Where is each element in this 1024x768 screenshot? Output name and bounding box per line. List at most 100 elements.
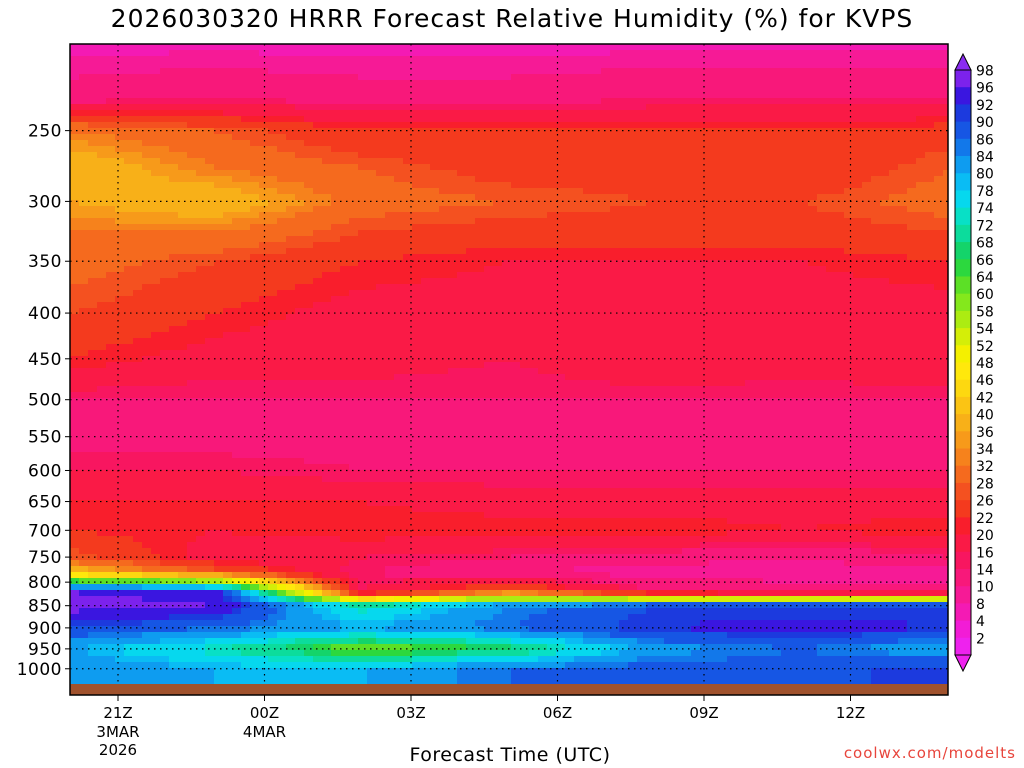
heatmap-cell: [853, 212, 863, 219]
heatmap-cell: [79, 182, 89, 189]
heatmap-cell: [772, 170, 782, 177]
heatmap-cell: [169, 278, 179, 285]
heatmap-cell: [241, 170, 251, 177]
heatmap-cell: [403, 248, 413, 255]
heatmap-cell: [106, 110, 116, 117]
heatmap-cell: [556, 44, 566, 51]
heatmap-cell: [124, 146, 134, 153]
heatmap-cell: [556, 224, 566, 231]
heatmap-cell: [637, 218, 647, 225]
heatmap-cell: [169, 290, 179, 297]
heatmap-cell: [205, 74, 215, 81]
heatmap-cell: [691, 272, 701, 279]
heatmap-cell: [385, 158, 395, 165]
heatmap-cell: [637, 50, 647, 57]
heatmap-cell: [826, 254, 836, 261]
heatmap-cell: [349, 110, 359, 117]
heatmap-cell: [934, 56, 944, 63]
heatmap-cell: [79, 134, 89, 141]
heatmap-cell: [511, 110, 521, 117]
heatmap-cell: [331, 200, 341, 207]
heatmap-cell: [241, 242, 251, 249]
heatmap-cell: [160, 338, 170, 345]
heatmap-cell: [745, 98, 755, 105]
heatmap-cell: [934, 338, 944, 345]
heatmap-cell: [241, 56, 251, 63]
heatmap-cell: [853, 62, 863, 69]
heatmap-cell: [142, 314, 152, 321]
heatmap-cell: [331, 314, 341, 321]
heatmap-cell: [484, 302, 494, 309]
heatmap-cell: [493, 242, 503, 249]
heatmap-cell: [502, 230, 512, 237]
heatmap-cell: [160, 152, 170, 159]
heatmap-cell: [538, 128, 548, 135]
heatmap-cell: [646, 266, 656, 273]
heatmap-cell: [439, 56, 449, 63]
heatmap-cell: [853, 170, 863, 177]
heatmap-cell: [718, 158, 728, 165]
heatmap-cell: [691, 212, 701, 219]
heatmap-cell: [394, 200, 404, 207]
heatmap-cell: [583, 158, 593, 165]
heatmap-cell: [160, 110, 170, 117]
heatmap-cell: [790, 134, 800, 141]
heatmap-cell: [736, 98, 746, 105]
heatmap-cell: [214, 116, 224, 123]
heatmap-cell: [718, 188, 728, 195]
heatmap-cell: [178, 230, 188, 237]
heatmap-cell: [493, 164, 503, 171]
heatmap-cell: [511, 116, 521, 123]
heatmap-cell: [673, 74, 683, 81]
heatmap-cell: [484, 110, 494, 117]
heatmap-cell: [889, 128, 899, 135]
heatmap-cell: [601, 248, 611, 255]
heatmap-cell: [295, 236, 305, 243]
heatmap-cell: [88, 206, 98, 213]
heatmap-cell: [817, 44, 827, 51]
heatmap-cell: [772, 284, 782, 291]
heatmap-cell: [349, 56, 359, 63]
heatmap-cell: [448, 260, 458, 267]
heatmap-cell: [880, 152, 890, 159]
heatmap-cell: [799, 254, 809, 261]
heatmap-cell: [214, 230, 224, 237]
heatmap-cell: [241, 50, 251, 57]
heatmap-cell: [781, 236, 791, 243]
heatmap-cell: [628, 56, 638, 63]
heatmap-cell: [565, 266, 575, 273]
heatmap-cell: [376, 344, 386, 351]
heatmap-cell: [502, 182, 512, 189]
heatmap-cell: [691, 332, 701, 339]
heatmap-cell: [439, 170, 449, 177]
heatmap-cell: [466, 230, 476, 237]
heatmap-cell: [700, 194, 710, 201]
heatmap-cell: [709, 236, 719, 243]
heatmap-cell: [151, 68, 161, 75]
heatmap-cell: [799, 302, 809, 309]
heatmap-cell: [655, 86, 665, 93]
heatmap-cell: [628, 290, 638, 297]
heatmap-cell: [286, 248, 296, 255]
heatmap-cell: [160, 206, 170, 213]
heatmap-cell: [565, 206, 575, 213]
heatmap-cell: [403, 224, 413, 231]
heatmap-cell: [313, 266, 323, 273]
heatmap-cell: [70, 188, 80, 195]
heatmap-cell: [448, 272, 458, 279]
heatmap-cell: [376, 128, 386, 135]
heatmap-cell: [736, 44, 746, 51]
heatmap-cell: [763, 236, 773, 243]
heatmap-cell: [592, 338, 602, 345]
heatmap-cell: [763, 86, 773, 93]
heatmap-cell: [655, 212, 665, 219]
heatmap-cell: [520, 242, 530, 249]
heatmap-cell: [556, 104, 566, 111]
heatmap-cell: [115, 332, 125, 339]
heatmap-cell: [205, 110, 215, 117]
heatmap-cell: [574, 254, 584, 261]
heatmap-cell: [871, 296, 881, 303]
heatmap-cell: [871, 128, 881, 135]
heatmap-cell: [862, 92, 872, 99]
heatmap-cell: [511, 290, 521, 297]
